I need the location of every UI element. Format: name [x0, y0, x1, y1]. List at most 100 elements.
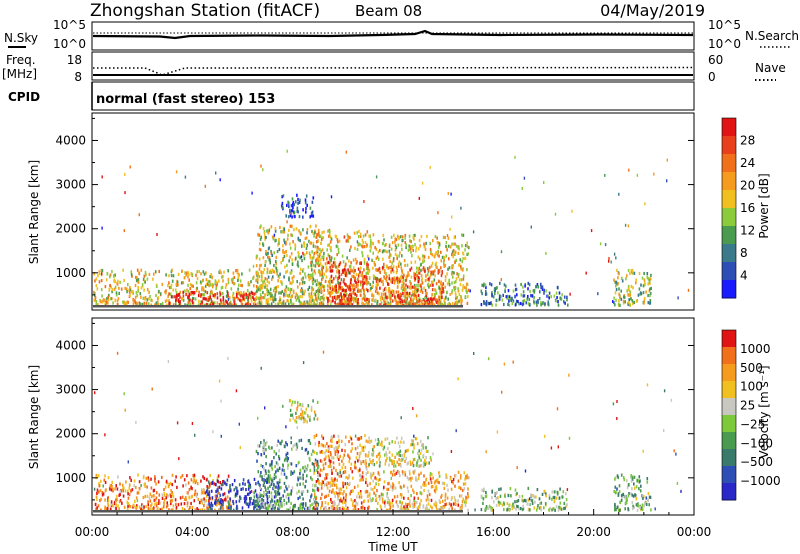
power-range-gate — [155, 301, 158, 305]
velocity-range-gate — [217, 474, 220, 478]
power-range-gate — [398, 296, 400, 300]
power-range-gate — [604, 243, 607, 247]
cpid-panel: CPID normal (fast stereo) 153 — [8, 81, 695, 111]
power-range-gate — [485, 285, 487, 290]
power-range-gate — [227, 281, 230, 285]
velocity-range-gate — [391, 453, 394, 457]
power-range-gate — [118, 291, 120, 295]
velocity-range-gate — [349, 492, 351, 496]
power-range-gate — [335, 244, 338, 248]
power-range-gate — [188, 278, 190, 282]
velocity-range-gate — [388, 481, 390, 485]
power-range-gate — [104, 285, 107, 289]
power-range-gate — [437, 269, 440, 273]
power-range-gate — [415, 246, 418, 250]
velocity-range-gate — [372, 497, 374, 501]
power-range-gate — [413, 302, 416, 306]
power-range-gate — [259, 284, 261, 288]
velocity-range-gate — [420, 485, 422, 489]
velocity-range-gate — [454, 498, 457, 502]
velocity-range-gate — [354, 463, 356, 467]
velocity-range-gate — [543, 506, 545, 510]
velocity-range-gate — [107, 498, 110, 502]
velocity-range-gate — [315, 484, 317, 488]
power-range-gate — [556, 296, 558, 300]
velocity-range-gate — [226, 506, 228, 510]
power-range-gate — [200, 272, 202, 276]
power-range-gate — [300, 232, 302, 236]
velocity-range-gate — [233, 479, 236, 483]
power-range-gate — [302, 208, 304, 212]
power-range-gate — [528, 297, 531, 302]
power-range-gate — [466, 252, 468, 256]
velocity-range-gate — [467, 508, 469, 512]
velocity-range-gate — [132, 503, 135, 507]
velocity-range-gate — [276, 499, 279, 503]
power-range-gate — [394, 252, 397, 256]
power-range-gate — [189, 282, 192, 286]
power-range-gate — [359, 234, 362, 238]
velocity-range-gate — [387, 487, 390, 491]
velocity-range-gate — [332, 488, 334, 492]
velocity-range-gate — [330, 468, 333, 472]
velocity-range-gate — [377, 482, 380, 486]
velocity-range-gate — [381, 443, 383, 448]
power-range-gate — [546, 294, 548, 298]
velocity-range-gate — [423, 474, 425, 478]
velocity-range-gate — [252, 501, 255, 506]
power-range-gate — [514, 283, 517, 287]
power-range-gate — [281, 195, 283, 199]
power-range-gate — [291, 258, 293, 262]
velocity-range-gate — [616, 487, 618, 491]
power-range-gate — [322, 255, 325, 259]
power-range-gate — [114, 299, 117, 303]
velocity-range-gate — [354, 504, 357, 508]
power-range-gate — [401, 280, 403, 284]
power-range-gate — [362, 234, 365, 238]
power-range-gate — [97, 274, 99, 278]
velocity-range-gate — [273, 450, 276, 454]
velocity-range-gate — [402, 457, 405, 461]
velocity-range-gate — [169, 499, 172, 503]
velocity-range-gate — [631, 500, 634, 505]
power-range-gate — [263, 231, 266, 236]
power-range-gate — [204, 184, 206, 188]
velocity-range-gate — [302, 361, 305, 365]
power-range-gate — [339, 261, 342, 265]
power-range-gate — [296, 293, 299, 297]
velocity-range-gate — [317, 488, 319, 492]
power-range-gate — [380, 292, 383, 296]
power-range-gate — [377, 250, 380, 254]
power-range-gate — [453, 236, 456, 240]
power-range-gate — [146, 277, 149, 281]
velocity-range-gate — [411, 442, 413, 447]
power-range-gate — [262, 242, 264, 246]
velocity-range-gate — [278, 486, 281, 490]
velocity-range-gate — [275, 475, 277, 479]
power-range-gate — [205, 271, 207, 275]
velocity-range-gate — [490, 508, 492, 512]
velocity-range-gate — [190, 478, 193, 482]
power-range-gate — [319, 234, 322, 238]
velocity-range-gate — [175, 506, 178, 510]
velocity-range-gate — [566, 503, 568, 507]
velocity-range-gate — [177, 503, 180, 507]
power-range-gate — [289, 224, 292, 228]
power-range-gate — [328, 243, 330, 247]
power-range-gate — [372, 299, 374, 303]
velocity-range-gate — [210, 501, 213, 505]
power-range-gate — [175, 170, 178, 174]
power-range-gate — [480, 303, 483, 307]
velocity-range-gate — [403, 452, 406, 456]
power-scatter — [93, 149, 690, 308]
power-range-gate — [624, 223, 627, 227]
power-range-gate — [328, 284, 331, 289]
velocity-range-gate — [396, 436, 398, 440]
power-range-gate — [113, 278, 116, 282]
power-range-gate — [309, 295, 311, 299]
power-range-gate — [155, 293, 157, 297]
power-range-gate — [432, 270, 435, 274]
velocity-range-gate — [291, 400, 294, 404]
velocity-range-gate — [236, 506, 239, 510]
power-range-gate — [188, 292, 191, 296]
